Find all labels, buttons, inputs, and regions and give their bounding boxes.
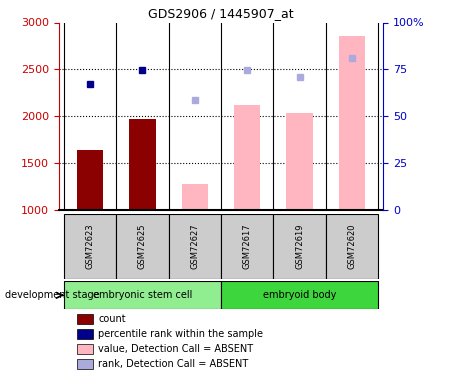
Text: GSM72623: GSM72623 [86, 224, 95, 269]
Bar [77, 329, 93, 339]
Bar [77, 314, 93, 324]
Text: rank, Detection Call = ABSENT: rank, Detection Call = ABSENT [98, 359, 249, 369]
Text: embryoid body: embryoid body [263, 290, 336, 300]
Text: development stage: development stage [5, 290, 99, 300]
Text: count: count [98, 314, 126, 324]
Bar [77, 150, 103, 210]
Text: value, Detection Call = ABSENT: value, Detection Call = ABSENT [98, 344, 253, 354]
Bar [116, 214, 169, 279]
Text: percentile rank within the sample: percentile rank within the sample [98, 329, 263, 339]
Text: GSM72625: GSM72625 [138, 224, 147, 269]
Bar [339, 36, 365, 210]
Bar [326, 214, 378, 279]
Bar [221, 214, 273, 279]
Title: GDS2906 / 1445907_at: GDS2906 / 1445907_at [148, 7, 294, 20]
Bar [64, 281, 221, 309]
Bar [286, 113, 313, 210]
Bar [273, 214, 326, 279]
Bar [64, 214, 116, 279]
Bar [221, 281, 378, 309]
Bar [234, 105, 260, 210]
Bar [77, 359, 93, 369]
Text: GSM72627: GSM72627 [190, 224, 199, 269]
Text: GSM72619: GSM72619 [295, 224, 304, 269]
Bar [169, 214, 221, 279]
Text: embryonic stem cell: embryonic stem cell [93, 290, 192, 300]
Bar [182, 184, 208, 210]
Bar [77, 344, 93, 354]
Text: GSM72617: GSM72617 [243, 224, 252, 269]
Bar [129, 119, 156, 210]
Text: GSM72620: GSM72620 [347, 224, 356, 269]
